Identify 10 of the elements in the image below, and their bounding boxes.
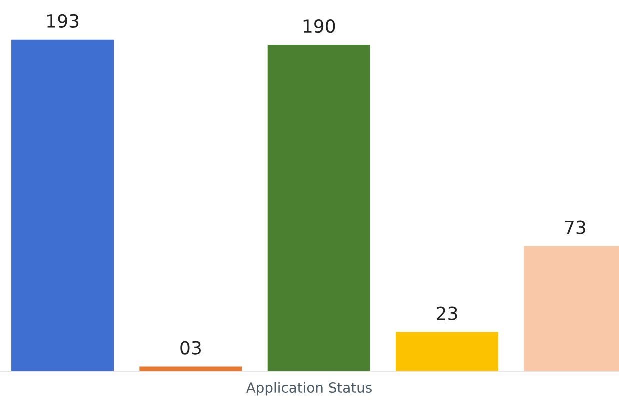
data-label: 73	[565, 220, 586, 234]
data-label: 23	[437, 306, 458, 320]
bar	[268, 45, 370, 372]
bar	[140, 366, 242, 372]
x-axis-title: Application Status	[246, 382, 372, 396]
bar	[12, 40, 114, 372]
data-label: 190	[304, 20, 336, 34]
data-label: 193	[48, 14, 79, 28]
data-label: 03	[180, 341, 201, 355]
bar	[396, 332, 499, 372]
